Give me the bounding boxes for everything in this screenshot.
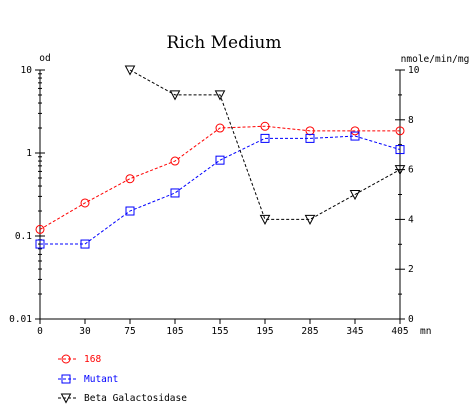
circle-marker [170,156,180,166]
chart-title: Rich Medium [167,33,282,53]
legend-label: Mutant [84,374,118,385]
square-marker [61,374,71,384]
legend-item: Mutant [58,374,118,385]
circle-marker [125,174,135,184]
legend-label: Beta Galactosidase [84,393,187,404]
square-marker [305,133,315,143]
square-marker [80,239,90,249]
triangle-marker [124,65,136,76]
left-tick-label: 0.1 [15,231,32,242]
right-tick-label: 8 [408,115,414,126]
legend-item: 168 [58,354,101,365]
x-tick-label: 195 [256,326,273,337]
circle-marker [395,126,405,136]
left-tick-label: 0.01 [9,314,32,325]
right-tick-label: 10 [408,65,420,76]
right-tick-label: 0 [408,314,414,325]
x-tick-label: 155 [211,326,228,337]
square-marker [350,131,360,141]
square-marker [125,206,135,216]
circle-marker [35,224,45,234]
square-marker [395,145,405,155]
square-marker [170,188,180,198]
x-tick-label: 30 [79,326,91,337]
square-marker [260,133,270,143]
circle-marker [61,354,71,364]
right-tick-label: 4 [408,214,414,225]
left-tick-label: 10 [21,65,33,76]
series-3 [124,65,406,225]
series-1 [35,121,405,234]
triangle-marker [214,90,226,101]
series-2 [35,131,405,249]
legend-item: Beta Galactosidase [58,393,187,404]
legend-label: 168 [84,354,101,365]
x-axis-unit: mn [420,326,431,337]
x-tick-label: 345 [346,326,363,337]
x-tick-label: 0 [37,326,43,337]
axes: 10 1 0.1 0.01 10 8 6 4 2 0 0 30 75 105 155 195 285 345 405… [9,53,469,337]
triangle-marker [304,214,316,225]
circle-marker [215,123,225,133]
triangle-marker [349,190,361,201]
left-tick-label: 1 [26,148,32,159]
left-axis-unit: od [39,53,50,64]
right-tick-label: 6 [408,165,414,176]
circle-marker [80,198,90,208]
right-tick-label: 2 [408,264,414,275]
series-line [40,135,401,245]
triangle-marker [60,393,72,404]
square-marker [215,155,225,165]
series-line [39,125,400,230]
x-tick-label: 405 [391,326,408,337]
triangle-marker [259,214,271,225]
right-axis-unit: nmole/min/mg [401,54,470,65]
triangle-marker [169,90,181,101]
square-marker [35,239,45,249]
x-tick-label: 75 [124,326,135,337]
x-tick-label: 105 [166,326,183,337]
legend: 168 Mutant Beta Galactosidase [58,354,187,404]
series-line [129,69,401,220]
series-layer [35,65,406,249]
x-tick-label: 285 [301,326,318,337]
circle-marker [350,126,360,136]
circle-marker [260,121,270,131]
triangle-marker [394,165,406,176]
